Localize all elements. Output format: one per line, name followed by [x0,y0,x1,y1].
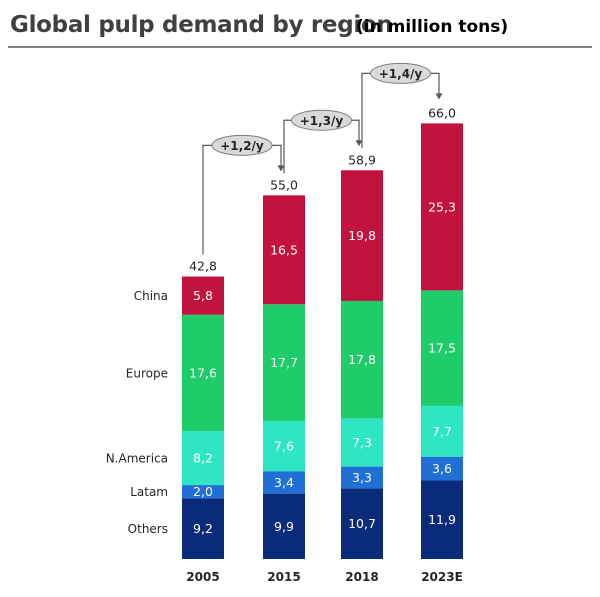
bar-segment-china-2018 [341,170,383,301]
growth-label-2018-2023e: +1,4/y [379,67,423,81]
data-label-europe-2005: 17,6 [189,365,217,380]
total-label-2015: 55,0 [270,177,298,192]
x-tick-label-2015: 2015 [267,570,300,584]
chart-subtitle: (in million tons) [356,17,509,37]
data-label-europe-2015: 17,7 [270,355,298,370]
growth-arrowhead-2015 [277,165,285,172]
data-label-n-america-2023e: 7,7 [432,424,452,439]
x-tick-label-2018: 2018 [345,570,378,584]
bar-segment-n-america-2015 [263,421,305,472]
bar-segment-n-america-2018 [341,418,383,467]
bar-segment-latam-2023e [421,456,463,481]
series-label-latam: Latam [130,485,168,499]
x-tick-label-2023e: 2023E [421,570,463,584]
series-label-china: China [134,289,168,303]
data-label-n-america-2018: 7,3 [352,435,372,450]
bar-segment-china-2005 [182,276,224,315]
data-label-china-2015: 16,5 [270,242,298,257]
series-label-europe: Europe [126,366,168,380]
data-label-latam-2023e: 3,6 [432,461,452,476]
data-label-latam-2005: 2,0 [193,484,213,499]
data-label-others-2023e: 11,9 [428,512,456,527]
bar-segment-europe-2018 [341,300,383,419]
bar-segment-n-america-2005 [182,430,224,486]
title-bar: Global pulp demand by region (in million… [8,6,592,48]
growth-pill-2018-2023e [370,62,431,84]
data-label-latam-2015: 3,4 [274,475,294,490]
bar-segment-china-2015 [263,195,305,305]
bar-segment-latam-2005 [182,485,224,499]
bar-segment-others-2023e [421,480,463,559]
bar-segment-others-2018 [341,488,383,559]
bar-segment-others-2015 [263,493,305,559]
bar-segment-europe-2005 [182,314,224,431]
bar-segment-europe-2015 [263,304,305,422]
data-label-others-2015: 9,9 [274,519,294,534]
growth-label-2015-2018: +1,3/y [300,114,344,128]
data-label-china-2018: 19,8 [348,228,376,243]
data-label-europe-2018: 17,8 [348,352,376,367]
total-label-2005: 42,8 [189,259,217,274]
growth-label-2005-2015: +1,2/y [220,139,264,153]
chart-title: Global pulp demand by region [10,12,393,38]
growth-arrowhead-2023e [435,93,443,100]
series-label-others: Others [128,522,168,536]
data-label-latam-2018: 3,3 [352,470,372,485]
x-tick-label-2005: 2005 [186,570,219,584]
data-label-others-2018: 10,7 [348,516,376,531]
data-label-europe-2023e: 17,5 [428,341,456,356]
bar-segment-latam-2015 [263,471,305,494]
growth-pill-2005-2015 [211,134,273,156]
bar-segment-latam-2018 [341,466,383,489]
bar-segment-europe-2023e [421,290,463,406]
series-label-n-america: N.America [106,452,168,466]
growth-pill-2015-2018 [291,109,352,131]
bar-segment-others-2005 [182,498,224,559]
bar-segment-n-america-2023e [421,405,463,457]
total-label-2023e: 66,0 [428,105,456,120]
bar-segment-china-2023e [421,123,463,291]
data-label-n-america-2015: 7,6 [274,439,294,454]
data-label-china-2005: 5,8 [193,288,213,303]
data-label-n-america-2005: 8,2 [193,451,213,466]
total-label-2018: 58,9 [348,152,376,167]
growth-arrowhead-2018 [355,140,363,147]
data-label-china-2023e: 25,3 [428,199,456,214]
data-label-others-2005: 9,2 [193,521,213,536]
